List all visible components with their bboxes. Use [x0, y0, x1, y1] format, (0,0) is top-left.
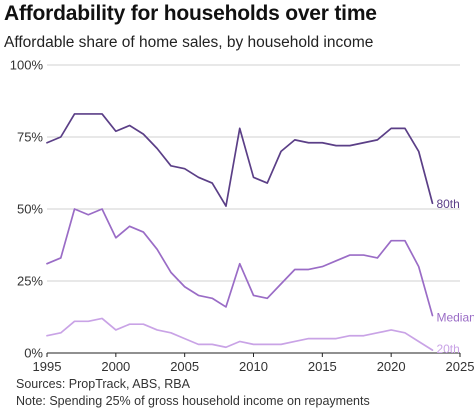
series-line-median — [46, 208, 434, 317]
series-label-median: Median — [436, 311, 474, 325]
methodology-note: Note: Spending 25% of gross household in… — [16, 394, 370, 408]
x-tick-label: 2005 — [170, 359, 199, 374]
x-tick-label: 1995 — [33, 359, 62, 374]
y-tick-label: 100% — [10, 58, 44, 73]
chart-subtitle: Affordable share of home sales, by house… — [4, 34, 374, 51]
x-tick-label: 2010 — [239, 359, 268, 374]
x-tick-label: 2015 — [308, 359, 337, 374]
series-line-20th — [46, 317, 434, 351]
y-tick-label: 75% — [17, 130, 43, 145]
y-tick-label: 0% — [24, 346, 43, 361]
source-note: Sources: PropTrack, ABS, RBA — [16, 377, 190, 391]
y-tick-label: 25% — [17, 274, 43, 289]
series-label-80th: 80th — [436, 197, 459, 211]
chart-title: Affordability for households over time — [4, 2, 377, 25]
x-tick-label: 2025 — [446, 359, 474, 374]
series-line-80th — [46, 113, 434, 207]
y-tick-label: 50% — [17, 202, 43, 217]
x-tick-label: 2000 — [101, 359, 130, 374]
x-tick-label: 2020 — [377, 359, 406, 374]
series-label-20th: 20th — [436, 342, 459, 356]
